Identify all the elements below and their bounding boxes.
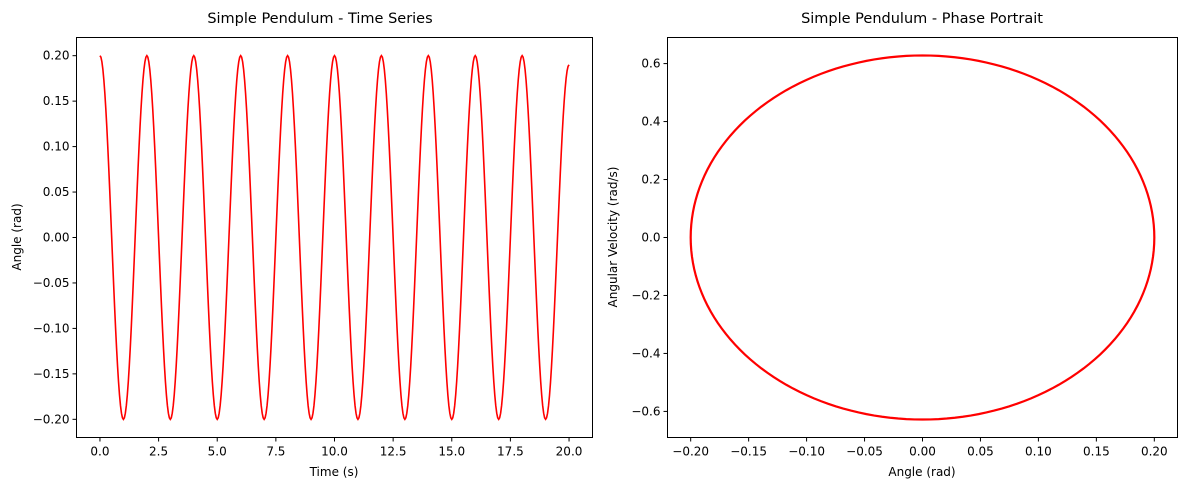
- y-tick-label: 0.05: [43, 185, 70, 199]
- x-axis: −0.20 −0.15 −0.10 −0.05 0.00 0.05 0.10 0.15 0.20: [672, 437, 1168, 459]
- y-axis-label: Angular Velocity (rad/s): [606, 167, 620, 308]
- series-line: [689, 54, 1156, 421]
- y-axis: −0.6 −0.4 −0.2 0.0 0.2 0.4 0.6: [631, 57, 668, 418]
- x-tick-label: 15.0: [438, 445, 465, 459]
- x-tick-label: 0.10: [1025, 445, 1052, 459]
- y-tick-label: 0.00: [43, 231, 70, 245]
- y-tick-label: 0.15: [43, 94, 70, 108]
- x-tick-label: −0.15: [730, 445, 767, 459]
- y-axis-label: Angle (rad): [10, 203, 24, 270]
- chart-title: Simple Pendulum - Time Series: [207, 11, 432, 27]
- x-tick-label: −0.05: [846, 445, 883, 459]
- x-tick-label: 0.00: [909, 445, 936, 459]
- y-tick-label: 0.6: [641, 57, 660, 71]
- plot-frame: [76, 37, 593, 438]
- y-tick-label: −0.05: [33, 276, 70, 290]
- x-tick-label: 5.0: [208, 445, 227, 459]
- phase-portrait-chart: Simple Pendulum - Phase Portrait −0.20 −0…: [606, 11, 1178, 479]
- x-tick-label: −0.20: [672, 445, 709, 459]
- x-tick-label: 7.5: [266, 445, 285, 459]
- x-tick-label: 20.0: [556, 445, 583, 459]
- y-tick-label: −0.10: [33, 321, 70, 335]
- chart-title: Simple Pendulum - Phase Portrait: [801, 11, 1043, 27]
- x-tick-label: 2.5: [149, 445, 168, 459]
- y-tick-label: −0.6: [631, 404, 660, 418]
- y-tick-label: −0.4: [631, 346, 660, 360]
- x-axis: 0.0 2.5 5.0 7.5 10.0 12.5 15.0 17.5 20.0: [90, 437, 583, 459]
- x-tick-label: 0.0: [90, 445, 109, 459]
- x-axis-label: Angle (rad): [888, 465, 955, 479]
- time-series-chart: Simple Pendulum - Time Series 0.0 2.5 5.0 7…: [10, 11, 593, 479]
- y-tick-label: 0.2: [641, 173, 660, 187]
- series-line: [99, 54, 570, 421]
- series-layer: [99, 54, 570, 421]
- y-tick-label: 0.10: [43, 140, 70, 154]
- x-tick-label: 10.0: [321, 445, 348, 459]
- y-tick-label: −0.15: [33, 367, 70, 381]
- x-tick-label: 0.05: [967, 445, 994, 459]
- y-tick-label: 0.20: [43, 49, 70, 63]
- x-axis-label: Time (s): [309, 465, 359, 479]
- x-tick-label: 17.5: [497, 445, 524, 459]
- x-tick-label: 0.20: [1141, 445, 1168, 459]
- x-tick-label: 0.15: [1083, 445, 1110, 459]
- y-axis: −0.20 −0.15 −0.10 −0.05 0.00 0.05 0.10 0.15 0.20: [33, 49, 77, 426]
- y-tick-label: 0.0: [641, 231, 660, 245]
- x-tick-label: 12.5: [380, 445, 407, 459]
- x-tick-label: −0.10: [788, 445, 825, 459]
- y-tick-label: 0.4: [641, 115, 660, 129]
- plot-frame: [667, 37, 1178, 438]
- y-tick-label: −0.2: [631, 288, 660, 302]
- y-tick-label: −0.20: [33, 412, 70, 426]
- series-layer: [689, 54, 1156, 421]
